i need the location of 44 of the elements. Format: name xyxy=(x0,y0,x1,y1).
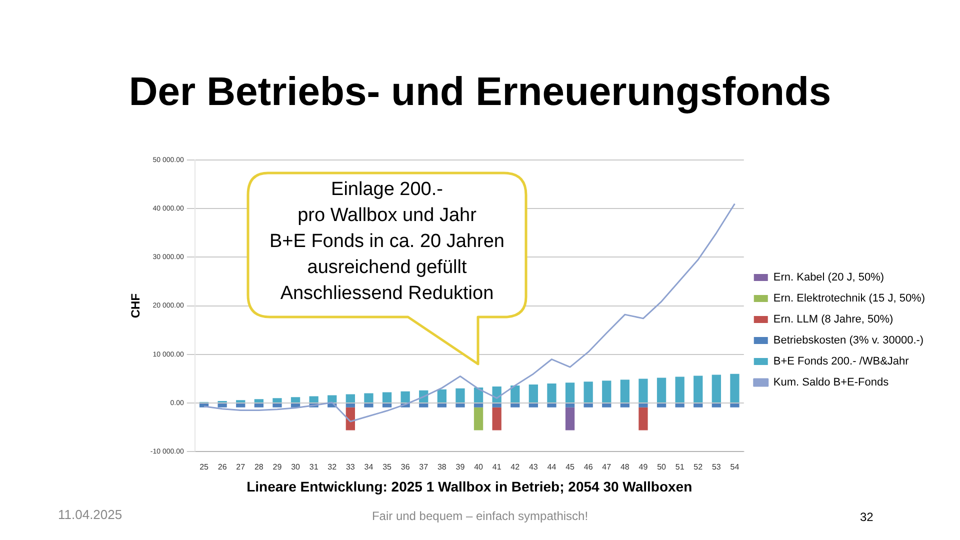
x-tick-label: 28 xyxy=(254,462,264,472)
x-tick-label: 43 xyxy=(528,462,538,472)
x-tick-label: 39 xyxy=(456,462,466,472)
x-tick-label: 33 xyxy=(346,462,356,472)
x-tick-label: 32 xyxy=(328,462,338,472)
x-tick-label: 47 xyxy=(602,462,612,472)
legend-label: Kum. Saldo B+E-Fonds xyxy=(773,376,890,389)
x-tick-label: 49 xyxy=(638,462,648,472)
text: 32 xyxy=(860,510,874,524)
x-tick-label: 48 xyxy=(620,462,630,472)
x-tick-label: 34 xyxy=(364,462,374,472)
x-tick-label: 26 xyxy=(218,462,228,472)
x-tick-label: 27 xyxy=(236,462,246,472)
x-tick-label: 30 xyxy=(291,462,301,472)
chart-title: Der Betriebs- und Erneuerungsfonds xyxy=(128,70,832,115)
x-tick-label: 35 xyxy=(382,462,392,472)
annotation: Einlage 200.- pro Wallbox und Jahr B+E Fonds in ca. 20 Jahren ausreichend gefüllt Anschliessend Reduktion xyxy=(268,178,506,306)
x-tick-label: 52 xyxy=(694,462,704,472)
legend-label: Ern. Kabel (20 J, 50%) xyxy=(773,272,884,284)
x-tick-label: 51 xyxy=(675,462,685,472)
x-axis-title: Lineare Entwicklung: 2025 1 Wallbox in Betrieb; 2054 30 Wallboxen xyxy=(246,478,692,494)
legend-label: B+E Fonds 200.- /WB&Jahr xyxy=(773,356,910,368)
legend-label: Betriebskosten (3% v. 30000.-) xyxy=(773,334,924,347)
x-tick-label: 45 xyxy=(566,462,576,472)
x-tick-label: 46 xyxy=(584,462,594,472)
x-tick-label: 37 xyxy=(419,462,429,472)
x-tick-label: 44 xyxy=(547,462,557,472)
x-tick-label: 54 xyxy=(730,462,740,472)
y-axis-title: CHF xyxy=(128,293,143,318)
x-tick-label: 41 xyxy=(492,462,502,472)
legend-label: Ern. Elektrotechnik (15 J, 50%) xyxy=(773,292,926,305)
x-tick-label: 38 xyxy=(437,462,447,472)
legend-label: Ern. LLM (8 Jahre, 50%) xyxy=(773,314,894,326)
x-tick-label: 31 xyxy=(309,462,319,472)
x-tick-label: 25 xyxy=(200,462,210,472)
text: 11.04.2025 xyxy=(58,507,122,522)
x-tick-label: 40 xyxy=(474,462,484,472)
speech-bubble: Einlage 200.- pro Wallbox und Jahr B+E Fonds in ca. 20 Jahren ausreichend gefüllt Anschliessend Reduktion xyxy=(246,171,528,366)
text: Fair und bequem – einfach sympathisch! xyxy=(372,509,588,523)
x-tick-label: 53 xyxy=(712,462,722,472)
x-tick-label: 29 xyxy=(272,462,282,472)
x-tick-label: 36 xyxy=(400,462,410,472)
x-tick-label: 50 xyxy=(657,462,667,472)
x-tick-label: 42 xyxy=(510,462,520,472)
